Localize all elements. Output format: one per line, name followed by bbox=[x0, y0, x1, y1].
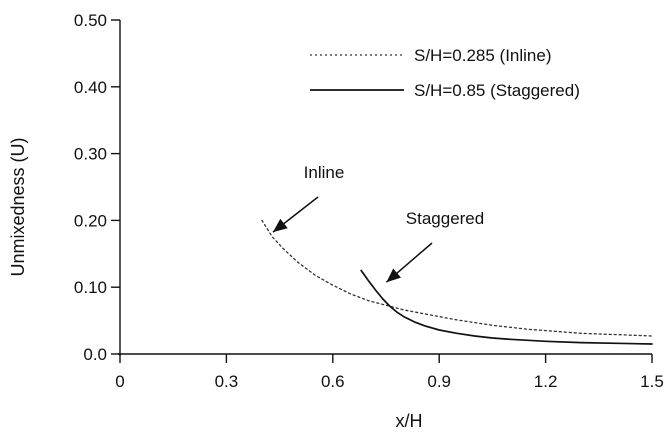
annotation-arrow-head-staggered bbox=[386, 268, 401, 283]
x-tick-label: 1.2 bbox=[534, 372, 558, 391]
x-tick-label: 0.9 bbox=[427, 372, 451, 391]
legend: S/H=0.285 (Inline) S/H=0.85 (Staggered) bbox=[310, 46, 580, 100]
axes: 0.0 0.10 0.20 0.30 0.40 0.50 0 0.3 0.6 0.9 1.2 1.5 x… bbox=[8, 11, 664, 431]
legend-label-staggered: S/H=0.85 (Staggered) bbox=[414, 81, 580, 100]
y-tick-label: 0.0 bbox=[83, 345, 107, 364]
y-tick-label: 0.30 bbox=[74, 145, 107, 164]
x-tick-label: 0.3 bbox=[215, 372, 239, 391]
x-tick-label: 1.5 bbox=[640, 372, 664, 391]
annotation-arrow-head-inline bbox=[272, 218, 288, 233]
y-tick-label: 0.40 bbox=[74, 78, 107, 97]
y-tick-label: 0.50 bbox=[74, 11, 107, 30]
x-tick-label: 0.6 bbox=[321, 372, 345, 391]
x-tick-label: 0 bbox=[115, 372, 124, 391]
x-axis-label: x/H bbox=[396, 411, 423, 431]
y-tick-label: 0.20 bbox=[74, 211, 107, 230]
series-line-inline bbox=[261, 219, 653, 337]
y-tick-label: 0.10 bbox=[74, 278, 107, 297]
legend-label-inline: S/H=0.285 (Inline) bbox=[414, 46, 552, 65]
series-line-staggered bbox=[360, 269, 653, 345]
annotation-label-staggered: Staggered bbox=[406, 209, 484, 228]
annotations: Inline Staggered bbox=[272, 163, 484, 283]
annotation-label-inline: Inline bbox=[304, 163, 345, 182]
series-layer bbox=[261, 219, 653, 345]
y-axis-label: Unmixedness (U) bbox=[8, 137, 28, 276]
